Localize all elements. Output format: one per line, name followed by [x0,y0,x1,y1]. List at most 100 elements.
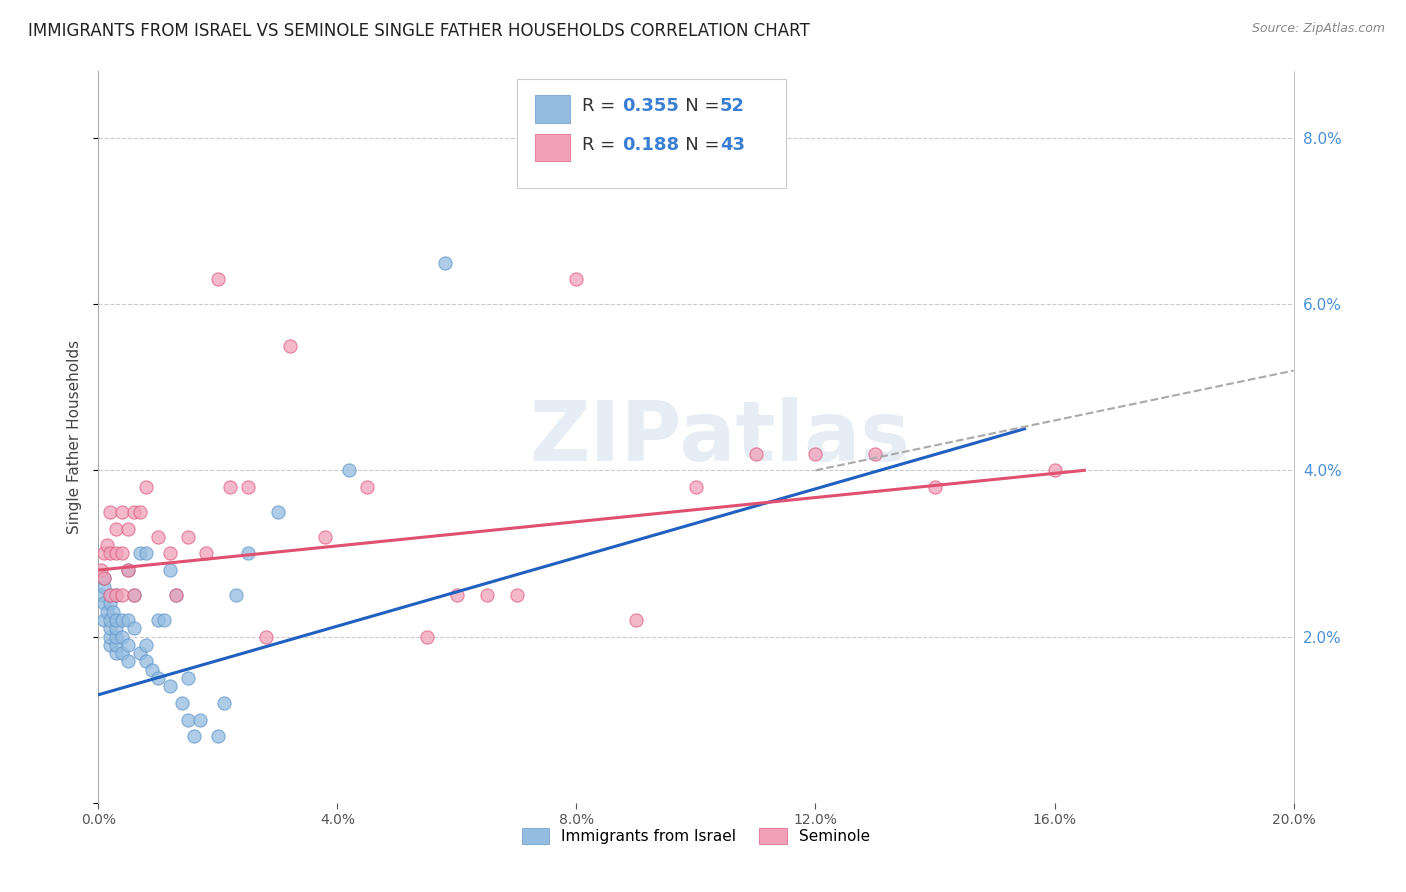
Point [105,546,128,560]
Text: IMMIGRANTS FROM ISRAEL VS SEMINOLE SINGLE FATHER HOUSEHOLDS CORRELATION CHART: IMMIGRANTS FROM ISRAEL VS SEMINOLE SINGL… [28,22,810,40]
Point [124,588,146,602]
Point [98,588,122,602]
Text: R =: R = [582,97,621,115]
FancyBboxPatch shape [534,134,571,161]
Point [124,621,146,635]
Point [745,447,768,461]
Point [135,655,157,669]
Point [159,563,181,577]
Point [105,588,128,602]
FancyBboxPatch shape [517,78,786,188]
Point [475,588,498,602]
Point [177,671,200,685]
Point [98,546,122,560]
Point [141,663,163,677]
Point [506,588,529,602]
Point [98,613,122,627]
Legend: Immigrants from Israel, Seminole: Immigrants from Israel, Seminole [516,822,876,850]
Point [111,505,134,519]
Point [207,272,229,286]
Point [98,505,122,519]
Point [98,630,122,644]
Point [117,563,139,577]
Point [267,505,290,519]
Point [96,605,118,619]
Point [111,613,134,627]
Point [236,480,259,494]
Point [124,505,146,519]
Point [183,729,205,743]
Point [111,546,134,560]
Point [446,588,468,602]
FancyBboxPatch shape [534,95,571,122]
Point [117,521,139,535]
Point [93,596,115,610]
Text: 52: 52 [720,97,745,115]
Point [129,546,152,560]
Point [117,613,139,627]
Point [129,646,152,660]
Point [103,605,125,619]
Point [254,630,277,644]
Point [177,713,200,727]
Point [117,563,139,577]
Point [105,638,128,652]
Text: N =: N = [668,97,725,115]
Point [212,696,235,710]
Y-axis label: Single Father Households: Single Father Households [67,340,83,534]
Point [93,613,115,627]
Point [153,613,176,627]
Point [236,546,259,560]
Point [105,646,128,660]
Point [117,638,139,652]
Point [105,630,128,644]
Point [924,480,946,494]
Point [135,546,157,560]
Text: 0.355: 0.355 [621,97,679,115]
Point [105,621,128,635]
Text: Source: ZipAtlas.com: Source: ZipAtlas.com [1251,22,1385,36]
Point [93,571,115,585]
Point [90,563,112,577]
Point [315,530,337,544]
Point [1043,463,1066,477]
Point [685,480,707,494]
Point [111,630,134,644]
Point [177,530,200,544]
Point [98,638,122,652]
Point [434,255,457,269]
Point [565,272,588,286]
Point [356,480,378,494]
Point [225,588,247,602]
Point [129,505,152,519]
Text: N =: N = [668,136,725,154]
Point [207,729,229,743]
Point [159,546,181,560]
Point [98,588,122,602]
Text: 43: 43 [720,136,745,154]
Point [865,447,887,461]
Point [626,613,648,627]
Point [98,596,122,610]
Point [172,696,194,710]
Point [188,713,211,727]
Point [98,621,122,635]
Point [135,638,157,652]
Point [148,530,170,544]
Point [219,480,242,494]
Text: 0.188: 0.188 [621,136,679,154]
Point [148,613,170,627]
Point [165,588,187,602]
Point [93,580,115,594]
Point [135,480,157,494]
Point [278,338,301,352]
Text: R =: R = [582,136,621,154]
Point [111,588,134,602]
Point [96,538,118,552]
Point [111,646,134,660]
Point [105,521,128,535]
Text: ZIPatlas: ZIPatlas [530,397,910,477]
Point [159,680,181,694]
Point [339,463,361,477]
Point [105,588,128,602]
